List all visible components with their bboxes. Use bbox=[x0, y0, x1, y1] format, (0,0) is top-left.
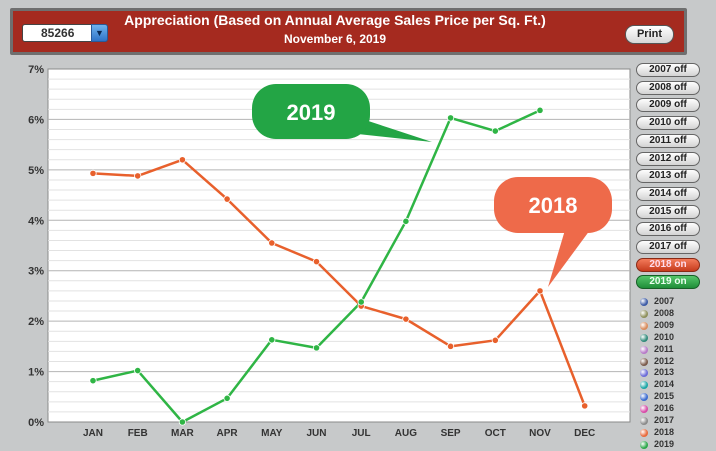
legend-label: 2015 bbox=[654, 391, 675, 402]
x-tick-label: FEB bbox=[128, 428, 148, 439]
y-tick-label: 7% bbox=[28, 64, 44, 76]
x-tick-label: JAN bbox=[83, 428, 103, 439]
toggle-2016[interactable]: 2016 off bbox=[636, 222, 700, 237]
data-point-2018 bbox=[178, 156, 186, 164]
data-point-2019 bbox=[178, 418, 186, 426]
toggle-2014[interactable]: 2014 off bbox=[636, 186, 700, 201]
x-tick-label: SEP bbox=[441, 428, 461, 439]
legend-label: 2007 bbox=[654, 296, 675, 306]
legend-label: 2012 bbox=[654, 355, 675, 366]
data-point-2018 bbox=[536, 287, 544, 295]
data-point-2019 bbox=[134, 366, 142, 375]
toggle-2007[interactable]: 2007 off bbox=[636, 63, 700, 77]
chart-header bbox=[10, 8, 687, 55]
toggle-2013[interactable]: 2013 off bbox=[636, 169, 700, 184]
legend-dot-icon bbox=[640, 428, 648, 437]
data-point-2019 bbox=[357, 298, 365, 306]
y-axis: 0% 1% 2% 3% 4% 5% 6% 7% bbox=[28, 64, 44, 429]
data-point-2018 bbox=[491, 336, 499, 344]
data-point-2018 bbox=[581, 402, 589, 410]
x-tick-label: NOV bbox=[529, 428, 551, 439]
legend-dot-icon bbox=[640, 321, 648, 330]
data-point-2019 bbox=[536, 106, 544, 114]
legend-dot-icon bbox=[640, 417, 648, 425]
legend-label: 2019 bbox=[654, 438, 675, 449]
series-line-2018 bbox=[92, 158, 586, 407]
data-point-2019 bbox=[89, 377, 97, 385]
data-point-2019 bbox=[312, 344, 321, 352]
data-point-2018 bbox=[312, 258, 321, 266]
legend-dot-icon bbox=[640, 369, 648, 378]
x-tick-label: JUL bbox=[352, 428, 371, 439]
y-tick-label: 5% bbox=[28, 165, 44, 177]
y-tick-label: 4% bbox=[28, 215, 44, 227]
data-point-2018 bbox=[446, 342, 455, 350]
callout-2019-label: 2019 bbox=[287, 100, 336, 125]
legend-dot-icon bbox=[640, 357, 648, 366]
legend-dot-icon bbox=[640, 440, 648, 449]
legend-label: 2010 bbox=[654, 331, 675, 342]
toggle-2011[interactable]: 2011 off bbox=[636, 133, 700, 148]
legend-dot-icon bbox=[640, 333, 648, 342]
chart-title: Appreciation (Based on Annual Average Sa… bbox=[124, 12, 546, 28]
series-points bbox=[89, 106, 589, 426]
toggle-2008[interactable]: 2008 off bbox=[636, 80, 700, 95]
toggle-2015[interactable]: 2015 off bbox=[636, 204, 700, 219]
toggle-2009[interactable]: 2009 off bbox=[636, 98, 700, 113]
grid-lines bbox=[48, 78, 630, 413]
legend-label: 2014 bbox=[654, 379, 675, 390]
x-tick-label: OCT bbox=[485, 428, 506, 439]
y-tick-label: 6% bbox=[28, 114, 44, 126]
legend-label: 2013 bbox=[654, 367, 675, 378]
legend-dot-icon bbox=[640, 345, 648, 354]
toggle-2017[interactable]: 2017 off bbox=[636, 240, 700, 254]
data-point-2018 bbox=[402, 315, 410, 323]
legend-label: 2009 bbox=[654, 319, 675, 330]
legend-dot-icon bbox=[640, 381, 648, 390]
data-point-2018 bbox=[89, 169, 97, 177]
data-point-2018 bbox=[134, 172, 142, 180]
legend-label: 2008 bbox=[654, 307, 675, 318]
x-tick-label: MAR bbox=[171, 428, 195, 439]
x-tick-label: JUN bbox=[306, 428, 326, 439]
dropdown-arrow-icon[interactable]: ▼ bbox=[91, 24, 108, 42]
callouts: 2019 2018 bbox=[252, 84, 612, 287]
y-tick-label: 0% bbox=[28, 417, 44, 429]
toggle-2018[interactable]: 2018 on bbox=[636, 257, 700, 272]
y-tick-label: 2% bbox=[28, 316, 44, 328]
data-point-2019 bbox=[223, 394, 231, 402]
y-tick-label: 1% bbox=[28, 367, 44, 379]
legend-label: 2018 bbox=[654, 426, 675, 437]
y-tick-label: 3% bbox=[28, 266, 44, 278]
callout-2018: 2018 bbox=[494, 177, 612, 287]
toggle-2010[interactable]: 2010 off bbox=[636, 116, 700, 131]
data-point-2019 bbox=[402, 217, 410, 225]
toggle-2012[interactable]: 2012 off bbox=[636, 151, 700, 166]
legend-label: 2016 bbox=[654, 403, 675, 414]
x-tick-label: MAY bbox=[261, 428, 283, 439]
chart-date: November 6, 2019 bbox=[283, 32, 387, 46]
data-point-2019 bbox=[268, 336, 276, 344]
toggle-2019[interactable]: 2019 on bbox=[636, 275, 700, 290]
legend-dot-icon bbox=[640, 298, 648, 306]
zip-code-select[interactable]: 85266 ▼ bbox=[22, 24, 108, 42]
x-tick-label: AUG bbox=[395, 428, 417, 439]
legend-dot-icon bbox=[640, 393, 648, 402]
data-point-2019 bbox=[491, 127, 499, 135]
print-button[interactable]: Print bbox=[625, 25, 674, 44]
x-axis: JAN FEB MAR APR MAY JUN JUL AUG SEP OCT NOV DEC bbox=[83, 428, 595, 439]
x-tick-label: DEC bbox=[574, 428, 595, 439]
callout-2018-label: 2018 bbox=[529, 193, 578, 218]
x-tick-label: APR bbox=[217, 428, 239, 439]
legend-dot-icon bbox=[640, 405, 648, 414]
legend-label: 2017 bbox=[654, 415, 675, 425]
legend-dot-icon bbox=[640, 309, 648, 318]
data-point-2019 bbox=[446, 114, 455, 122]
legend-label: 2011 bbox=[654, 343, 674, 354]
data-point-2018 bbox=[223, 195, 231, 203]
data-point-2018 bbox=[268, 239, 276, 247]
callout-2019: 2019 bbox=[252, 84, 432, 142]
zip-code-value: 85266 bbox=[41, 26, 75, 40]
